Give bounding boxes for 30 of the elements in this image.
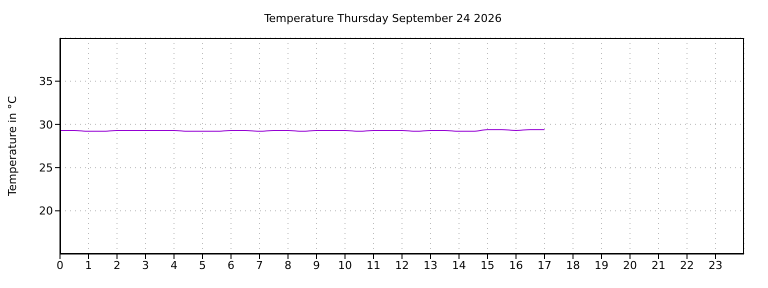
x-tick-label: 13 [424, 258, 438, 272]
x-tick-label: 1 [85, 258, 92, 272]
x-tick-label: 6 [228, 258, 234, 272]
chart-title: Temperature Thursday September 24 2026 [263, 12, 503, 25]
x-tick-label: 14 [452, 258, 466, 272]
x-tick-label: 2 [114, 258, 120, 272]
y-tick-label: 30 [39, 118, 53, 132]
x-tick-label: 21 [652, 258, 666, 272]
x-tick-label: 17 [538, 258, 552, 272]
y-tick-label: 35 [39, 75, 53, 88]
x-tick-label: 12 [395, 258, 409, 272]
x-tick-label: 15 [480, 258, 494, 272]
x-tick-label: 7 [256, 258, 263, 272]
x-tick-label: 9 [313, 258, 320, 272]
y-tick-label: 20 [39, 204, 53, 218]
x-tick-label: 22 [680, 258, 694, 272]
x-tick-label: 23 [708, 258, 722, 272]
x-tick-label: 8 [284, 258, 292, 272]
x-tick-label: 18 [566, 258, 580, 272]
x-tick-label: 19 [594, 258, 608, 272]
x-tick-label: 11 [366, 258, 380, 272]
x-tick-label: 0 [56, 258, 64, 272]
x-tick-label: 5 [199, 258, 206, 272]
y-axis-title: Temperature in °C [6, 96, 19, 197]
x-tick-label: 16 [509, 258, 523, 272]
x-tick-label: 10 [338, 258, 352, 272]
x-tick-label: 3 [142, 258, 149, 272]
x-tick-label: 4 [170, 258, 178, 272]
y-tick-label: 25 [39, 162, 53, 175]
x-tick-label: 20 [623, 258, 637, 272]
